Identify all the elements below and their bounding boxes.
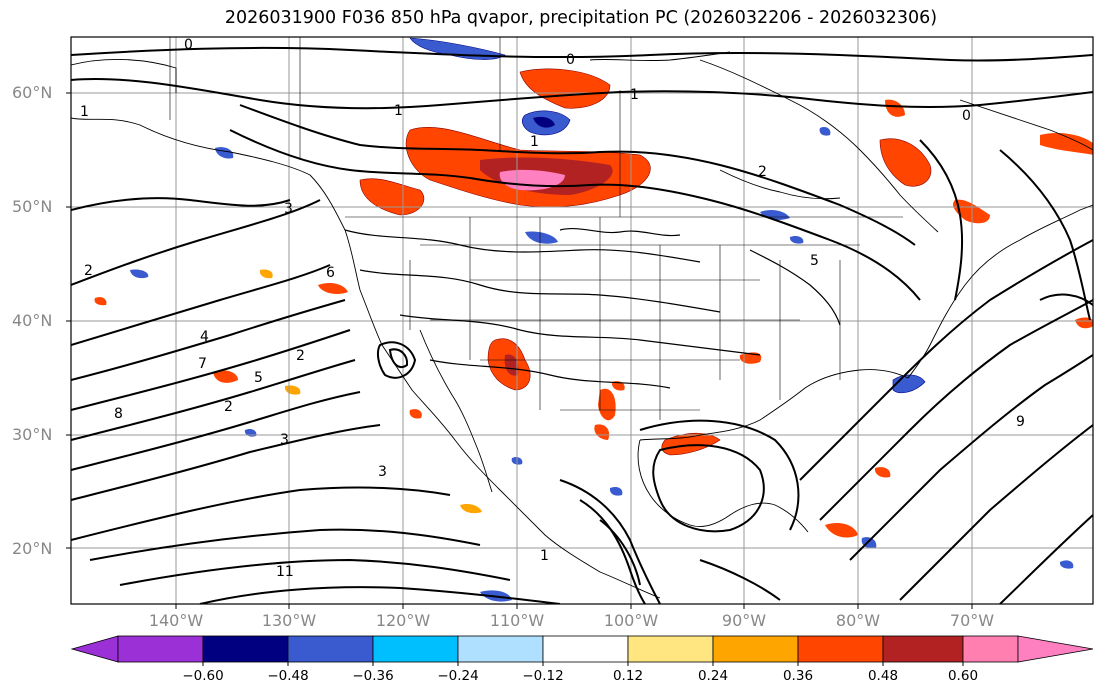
contour-label: 7	[198, 356, 207, 372]
axis-ticks	[66, 92, 973, 609]
colorbar-label: −0.24	[437, 668, 479, 684]
colorbar-label: 0.48	[867, 668, 899, 684]
contour-label: 2	[224, 399, 233, 415]
qvapor-contours	[71, 46, 1093, 604]
contour-label: 3	[378, 464, 387, 480]
contour-label: 3	[280, 432, 289, 448]
colorbar-label: 0.12	[612, 668, 644, 684]
lon-label-120w: 120°W	[375, 611, 431, 630]
colorbar-label: −0.60	[182, 668, 224, 684]
state-borders	[169, 37, 903, 420]
colorbar	[70, 635, 1094, 663]
lon-label-100w: 100°W	[603, 611, 659, 630]
contour-label: 0	[184, 37, 193, 53]
lon-label-130w: 130°W	[261, 611, 317, 630]
contour-label: 6	[326, 265, 335, 281]
contour-label: 9	[1016, 414, 1025, 430]
contour-label: 2	[758, 164, 767, 180]
contour-label: 4	[200, 329, 209, 345]
contour-label: 1	[80, 104, 89, 120]
contour-label: 0	[566, 52, 575, 68]
contour-label: 1	[540, 548, 549, 564]
colorbar-label: −0.36	[352, 668, 394, 684]
colorbar-under-arrow	[70, 635, 119, 663]
contour-label: 2	[296, 348, 305, 364]
contour-label: 1	[630, 87, 639, 103]
lon-label-90w: 90°W	[721, 611, 767, 630]
contour-label: 1	[530, 134, 539, 150]
contour-labels: 0 0 0 1 1 1 1 1 2 2 2 2 3 3 3 4 5 5 6 7 …	[80, 37, 1025, 580]
contour-label: 8	[114, 406, 123, 422]
graticule	[71, 37, 1093, 604]
lat-label-40: 40°N	[12, 311, 53, 330]
qvapor-contours-thin	[344, 228, 841, 389]
colorbar-label: −0.12	[522, 668, 564, 684]
lon-label-70w: 70°W	[949, 611, 995, 630]
lat-label-60: 60°N	[12, 83, 53, 102]
contour-label: 0	[962, 108, 971, 124]
contour-label: 11	[276, 564, 294, 580]
contour-label: 5	[810, 253, 819, 269]
map-plot-area: 0 0 0 1 1 1 1 1 2 2 2 2 3 3 3 4 5 5 6 7 …	[71, 37, 1093, 604]
contour-label: 2	[84, 263, 93, 279]
lat-label-30: 30°N	[12, 425, 53, 444]
colorbar-label: −0.48	[267, 668, 309, 684]
map-title: 2026031900 F036 850 hPa qvapor, precipit…	[224, 8, 938, 28]
colorbar-label: 0.36	[782, 668, 814, 684]
lat-label-50: 50°N	[12, 197, 53, 216]
contour-label: 5	[254, 370, 263, 386]
contour-label: 3	[284, 201, 293, 217]
lat-label-20: 20°N	[12, 539, 53, 558]
lon-label-80w: 80°W	[835, 611, 881, 630]
contour-label: 1	[394, 103, 403, 119]
colorbar-label: 0.24	[697, 668, 729, 684]
colorbar-over-arrow	[1017, 635, 1094, 663]
lon-label-140w: 140°W	[148, 611, 204, 630]
colorbar-label: 0.60	[947, 668, 979, 684]
lon-label-110w: 110°W	[489, 611, 545, 630]
colorbar-ticks	[202, 662, 964, 666]
